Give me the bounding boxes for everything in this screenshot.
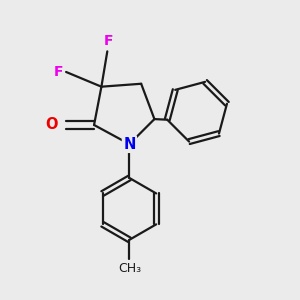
- Text: F: F: [104, 34, 113, 48]
- Text: CH₃: CH₃: [118, 262, 141, 275]
- Text: F: F: [54, 65, 63, 79]
- Text: O: O: [45, 118, 57, 133]
- Text: N: N: [123, 136, 136, 152]
